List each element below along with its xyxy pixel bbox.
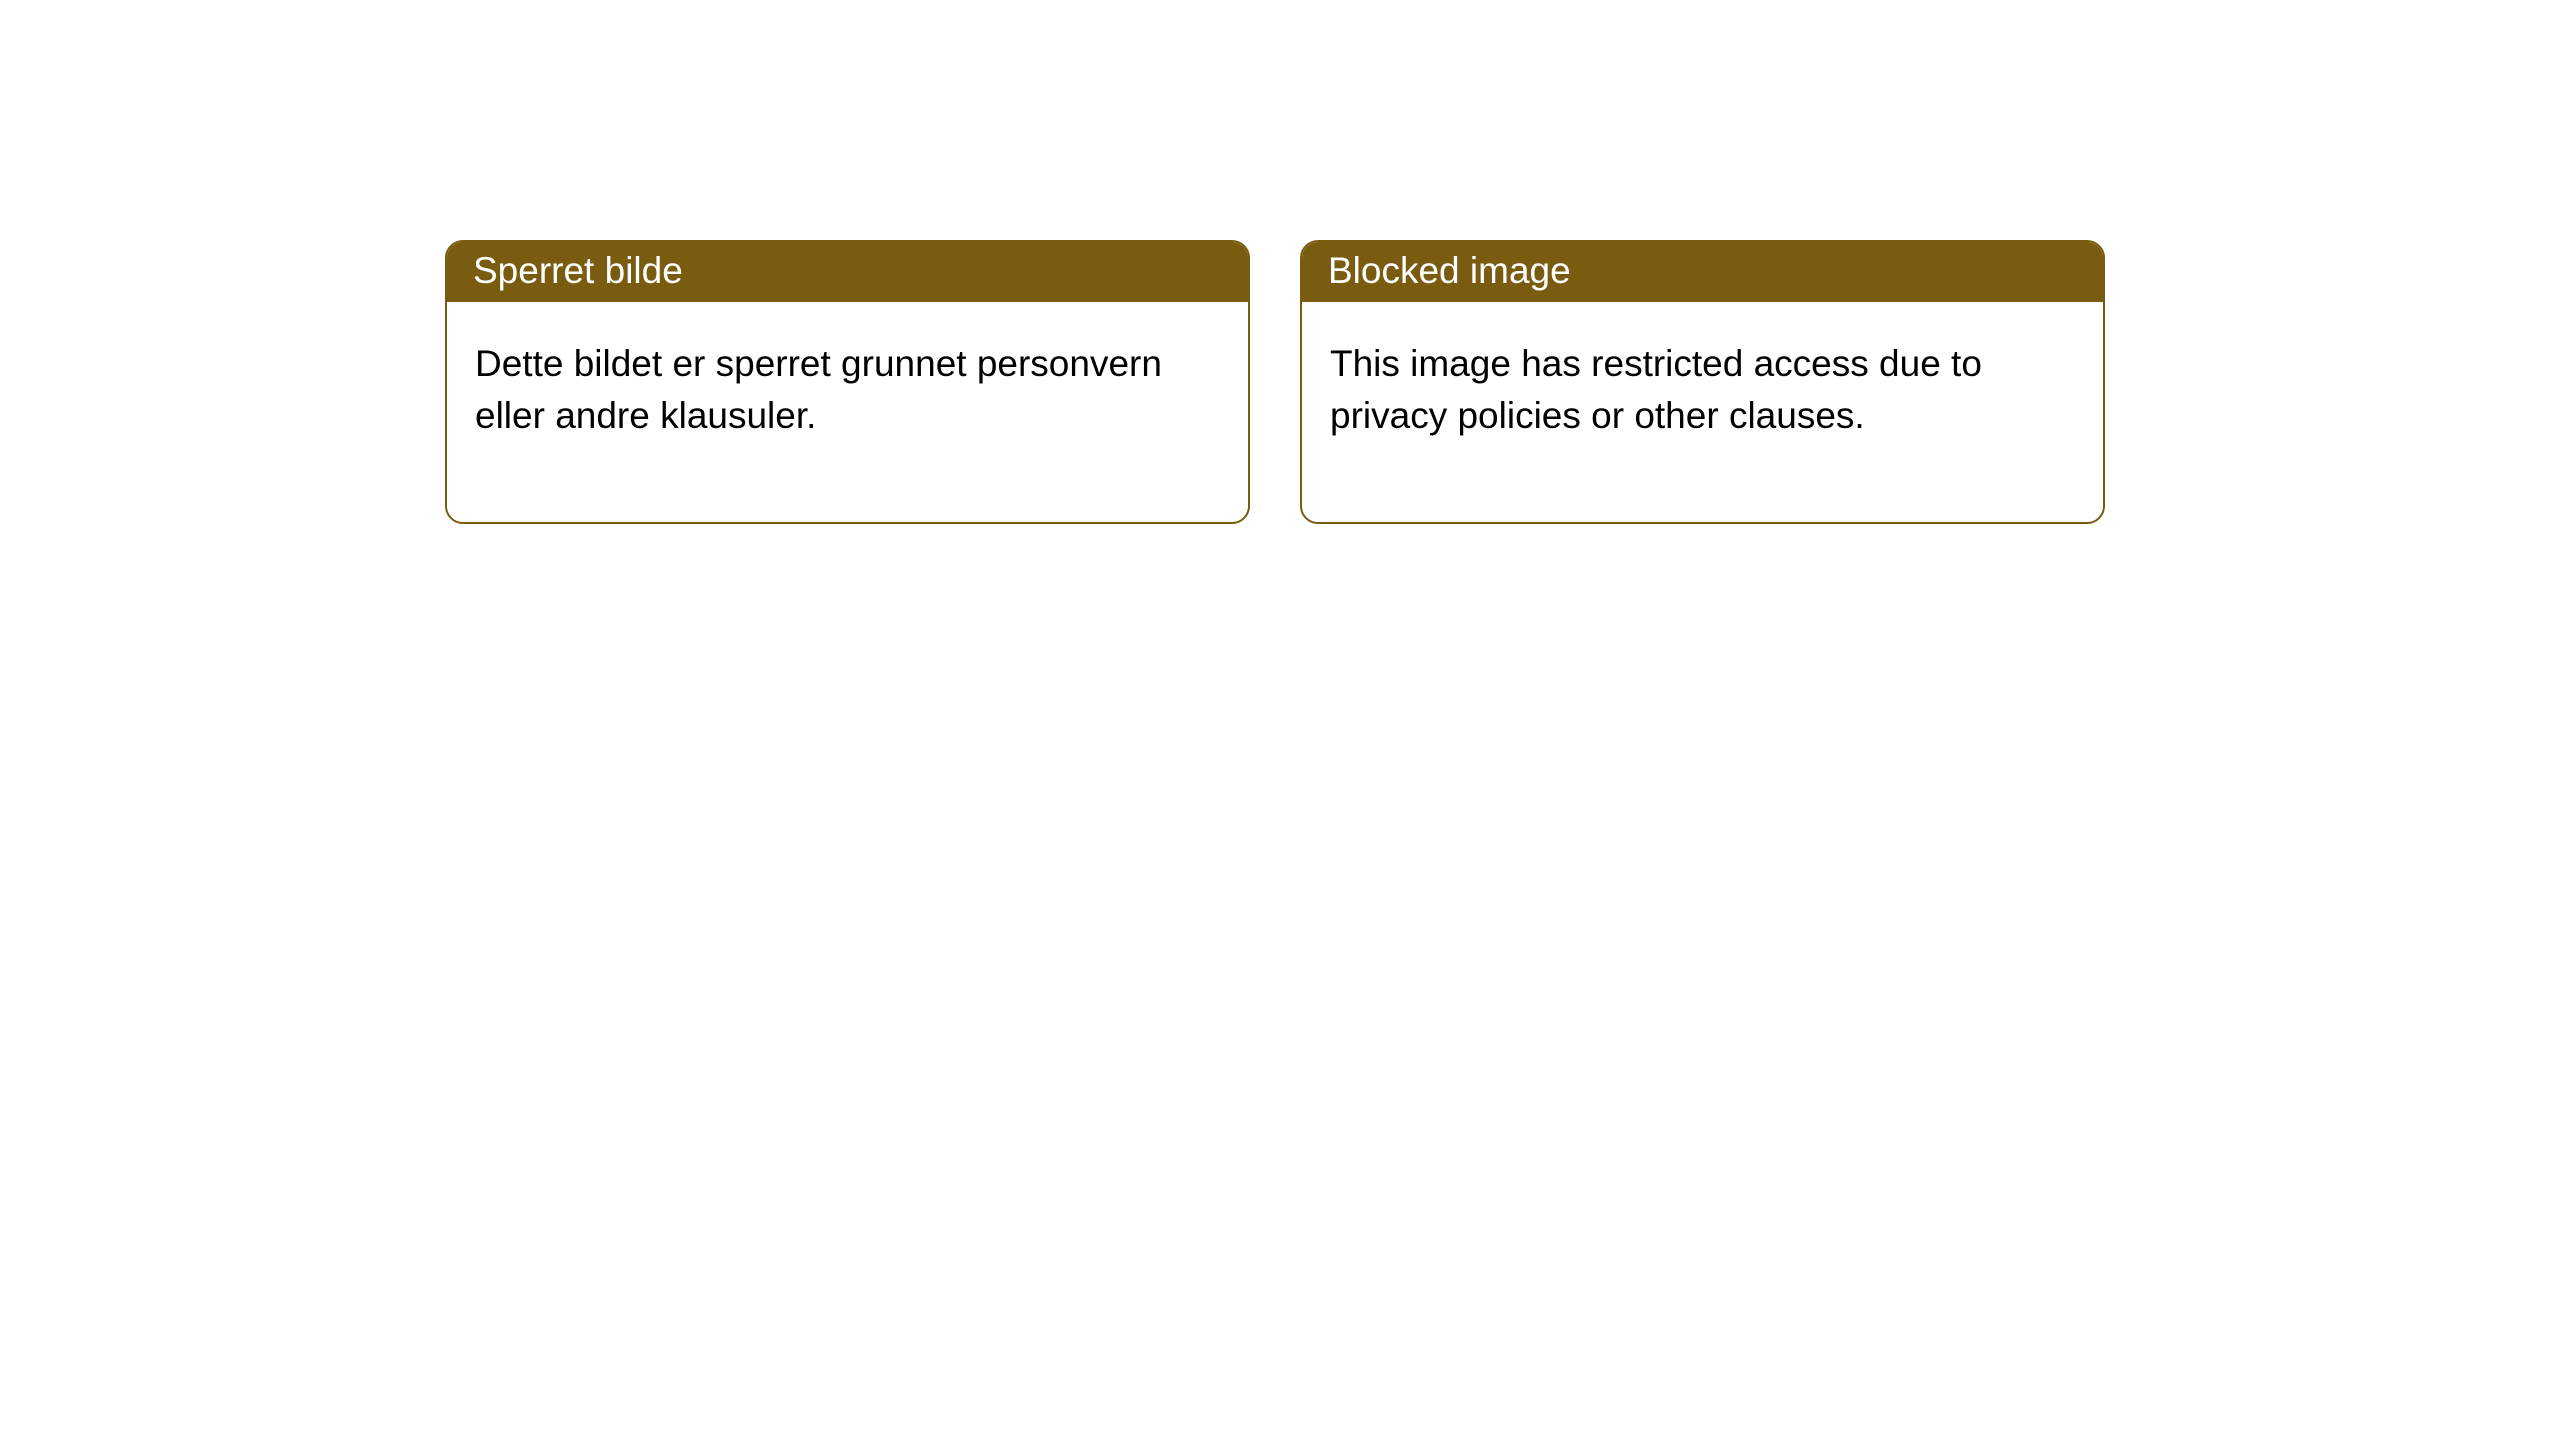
notice-cards-container: Sperret bilde Dette bildet er sperret gr… bbox=[0, 0, 2560, 524]
card-body-text: This image has restricted access due to … bbox=[1330, 343, 1982, 436]
card-title: Sperret bilde bbox=[473, 250, 683, 291]
notice-card-english: Blocked image This image has restricted … bbox=[1300, 240, 2105, 524]
card-body: Dette bildet er sperret grunnet personve… bbox=[447, 302, 1248, 522]
notice-card-norwegian: Sperret bilde Dette bildet er sperret gr… bbox=[445, 240, 1250, 524]
card-body-text: Dette bildet er sperret grunnet personve… bbox=[475, 343, 1162, 436]
card-title: Blocked image bbox=[1328, 250, 1571, 291]
card-body: This image has restricted access due to … bbox=[1302, 302, 2103, 522]
card-header: Sperret bilde bbox=[447, 242, 1248, 302]
card-header: Blocked image bbox=[1302, 242, 2103, 302]
